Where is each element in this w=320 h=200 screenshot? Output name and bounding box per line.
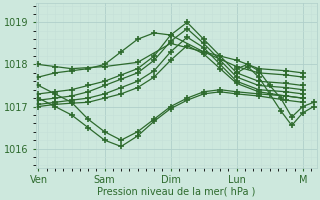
X-axis label: Pression niveau de la mer( hPa ): Pression niveau de la mer( hPa ) bbox=[97, 187, 255, 197]
